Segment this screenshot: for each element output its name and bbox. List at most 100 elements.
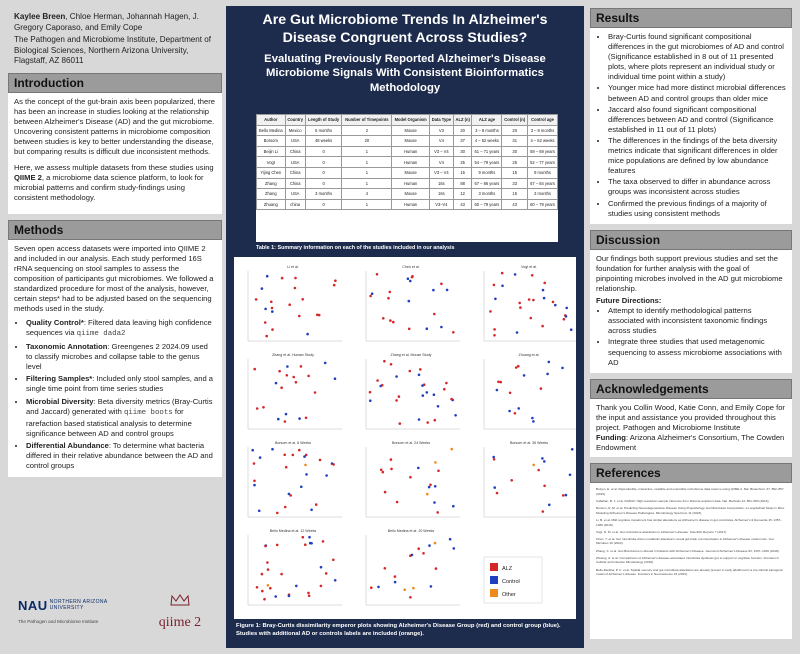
acknowledgements-body: Thank you Collin Wood, Katie Conn, and E… <box>590 398 792 458</box>
plot-point <box>254 298 258 301</box>
plot-point <box>313 391 317 394</box>
acknowledgements-section: Acknowledgements Thank you Collin Wood, … <box>590 378 792 458</box>
plot-point <box>283 420 287 423</box>
methods-paragraph: Seven open access datasets were imported… <box>14 243 214 314</box>
plot-point <box>508 409 511 413</box>
plot-background <box>358 437 464 521</box>
author-block: Kaylee Breen, Chloe Herman, Johannah Hag… <box>8 8 222 73</box>
plot-axes <box>365 535 460 606</box>
plot-point <box>264 544 267 548</box>
reference-item: Bello-Medina, P. C. et al. Spatial memor… <box>596 567 784 577</box>
plot-point <box>434 567 438 570</box>
table-cell: 30 <box>501 145 529 158</box>
methods-item-label: Microbial Diversity <box>26 396 94 406</box>
plot-point <box>310 542 313 545</box>
plot-point <box>333 377 337 380</box>
plot-point <box>541 324 544 328</box>
legend-swatch <box>490 576 498 584</box>
table-cell: Borsom <box>256 135 286 147</box>
plot-point <box>542 296 546 300</box>
table-cell: 43 <box>501 198 529 211</box>
table-cell: 4 – 52 weeks <box>527 135 558 147</box>
table-cell: Vogt <box>256 156 286 168</box>
methods-item-code: qiime boots <box>123 408 173 417</box>
plot-point <box>318 458 322 462</box>
plot-point <box>493 486 497 489</box>
future-directions-label: Future Directions: <box>596 296 662 306</box>
plot-point <box>253 483 256 487</box>
plot-point <box>531 416 534 420</box>
plot-point <box>377 585 380 589</box>
co-authors: , Chloe Herman, Johannah Hagen, J. Grego… <box>14 12 199 32</box>
table-cell: 4 – 52 weeks <box>471 135 503 147</box>
plot-point <box>421 394 425 397</box>
plot-point <box>433 541 437 545</box>
plot-point <box>395 399 398 402</box>
plot-point <box>314 503 318 506</box>
plot-point <box>419 368 422 371</box>
plot-point <box>494 297 497 301</box>
plot-point <box>271 310 274 313</box>
plot-point <box>370 292 374 295</box>
plot-background <box>358 261 464 345</box>
plot-point <box>319 565 323 569</box>
methods-item-label: Filtering Samples* <box>26 374 93 384</box>
plot-point <box>408 369 412 373</box>
table-cell: 16s <box>428 177 454 190</box>
plot-point <box>532 420 535 423</box>
plot-point <box>445 288 449 292</box>
table-cell: 33 <box>501 177 529 190</box>
table-cell: 4 <box>341 188 393 200</box>
plot-background <box>240 349 346 433</box>
intro-text-a: Here, we assess multiple datasets from t… <box>14 163 214 173</box>
methods-item-label: Taxonomic Annotation <box>26 342 108 352</box>
plot-axes <box>247 535 342 606</box>
table-cell: 1 <box>341 156 393 168</box>
plot-point <box>280 276 284 280</box>
methods-item: Differential Abundance: To determine wha… <box>26 441 216 471</box>
nau-mark: NAU <box>18 598 48 613</box>
results-item: Bray-Curtis found significant compositio… <box>608 32 786 82</box>
table-cell: 5 months <box>304 124 343 137</box>
plot-point <box>289 494 292 497</box>
plot-point <box>492 455 496 459</box>
table-header-cell: Data Type <box>428 114 454 126</box>
plot-point <box>278 369 281 373</box>
plot-point <box>547 360 551 364</box>
plot-point <box>493 328 496 331</box>
discussion-body: Our findings both support previous studi… <box>590 249 792 373</box>
acknowledgements-text: Thank you Collin Wood, Katie Conn, and E… <box>596 402 785 432</box>
plot-point <box>333 579 337 582</box>
methods-list: Quality Control*: Filtered data leaving … <box>14 318 216 471</box>
future-direction-item: Attempt to identify methodological patte… <box>608 306 786 336</box>
plot-point <box>370 586 373 589</box>
plot-point <box>325 474 328 477</box>
table-cell: 1 <box>341 145 393 158</box>
plot-point <box>276 511 279 515</box>
table-cell: 15 <box>501 166 529 179</box>
references-heading: References <box>590 463 792 484</box>
plot-point <box>406 277 410 280</box>
legend-swatch <box>490 563 498 571</box>
plot-point <box>283 453 286 457</box>
methods-item-text: : To determine what bacteria differed in… <box>26 440 213 470</box>
plot-point <box>508 391 512 395</box>
plot-point <box>266 561 269 564</box>
plot-axes <box>365 359 460 430</box>
table-cell: 52 – 77 years <box>527 156 558 168</box>
plot-point <box>448 537 452 541</box>
intro-text-c: , a microbiome data science platform, to… <box>14 173 204 203</box>
plot-point <box>426 492 429 496</box>
plot-legend: ALZ Control Other <box>483 556 543 604</box>
methods-item: Microbial Diversity: Beta diversity metr… <box>26 397 216 439</box>
plot-point <box>305 473 308 476</box>
results-body: Bray-Curtis found significant compositio… <box>590 28 792 224</box>
plot-point <box>561 494 565 497</box>
nau-name-line1: NORTHERN ARIZONA <box>49 599 108 605</box>
plot-point <box>304 463 307 467</box>
plot-point <box>277 417 280 421</box>
plot-point <box>321 540 325 543</box>
table-cell: 31 <box>501 135 529 147</box>
methods-body: Seven open access datasets were imported… <box>8 239 222 477</box>
plot-point <box>517 364 520 368</box>
